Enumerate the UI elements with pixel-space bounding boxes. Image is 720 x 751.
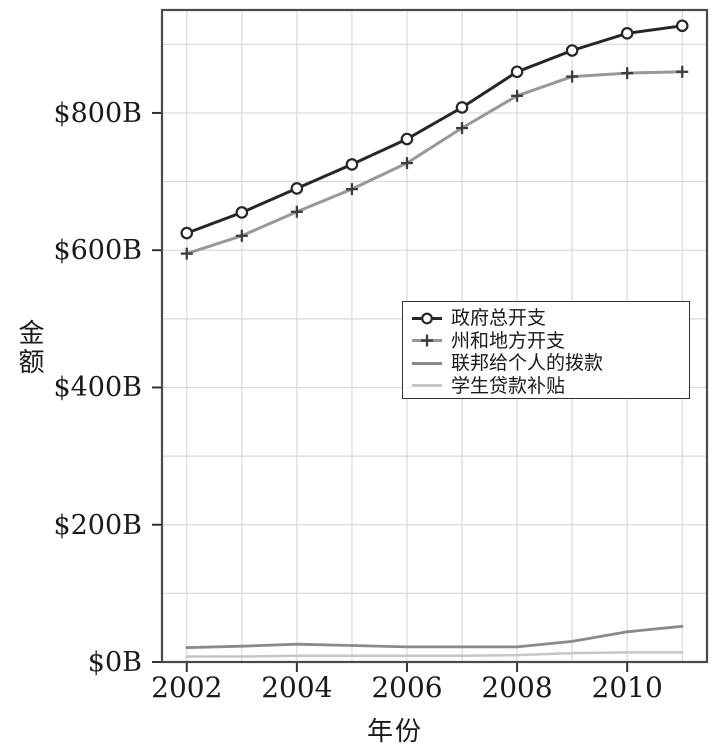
x-tick-label: 2008 (481, 671, 553, 704)
circle-line-marker-icon (410, 310, 444, 327)
series-line-3 (185, 651, 684, 658)
y-tick-label: $400B (53, 372, 142, 404)
plus-line-marker-icon (410, 332, 444, 349)
line-marker-icon (410, 355, 444, 372)
legend-marker-glyph (412, 334, 442, 347)
circle-marker (510, 65, 524, 79)
series-line-2 (185, 624, 684, 649)
legend-item: 学生贷款补贴 (410, 375, 689, 398)
circle-marker (455, 101, 469, 114)
y-tick-label: $800B (53, 97, 142, 129)
y-tick-label: $0B (87, 647, 142, 678)
x-tick-label: 2004 (261, 671, 333, 704)
x-tick-label: 2006 (371, 671, 443, 704)
circle-marker (675, 19, 689, 33)
circle-marker (400, 132, 414, 146)
series-line-0 (185, 24, 684, 235)
legend-item: 政府总开支 (410, 307, 689, 330)
circle-marker (565, 44, 579, 57)
legend-item: 州和地方开支 (410, 330, 689, 353)
legend-item: 联邦给个人的拨款 (410, 352, 689, 375)
circle-marker (290, 182, 304, 195)
series-line-1 (185, 70, 684, 256)
circle-marker (235, 206, 249, 219)
x-tick-label: 2010 (591, 671, 663, 704)
x-axis-title: 年份 (367, 717, 424, 747)
legend-label: 学生贷款补贴 (451, 374, 566, 397)
circle-marker (620, 27, 634, 40)
y-tick-label: $600B (53, 235, 142, 267)
x-tick-label: 2002 (151, 671, 223, 704)
legend-marker-glyph (412, 361, 442, 365)
legend-marker-glyph (412, 384, 442, 388)
legend-marker-glyph (412, 312, 442, 325)
y-axis-title: 金额 (14, 319, 44, 377)
y-tick-label: $200B (53, 509, 142, 541)
legend-label: 州和地方开支 (451, 329, 566, 352)
legend-label: 政府总开支 (451, 307, 547, 330)
circle-marker (180, 226, 194, 240)
legend-label: 联邦给个人的拨款 (451, 352, 604, 375)
circle-marker (345, 158, 359, 171)
line-marker-icon (410, 377, 444, 394)
legend: 政府总开支 州和地方开支 联邦给个人的拨款 学生贷款补贴 (402, 301, 690, 399)
plot-border (160, 8, 709, 664)
